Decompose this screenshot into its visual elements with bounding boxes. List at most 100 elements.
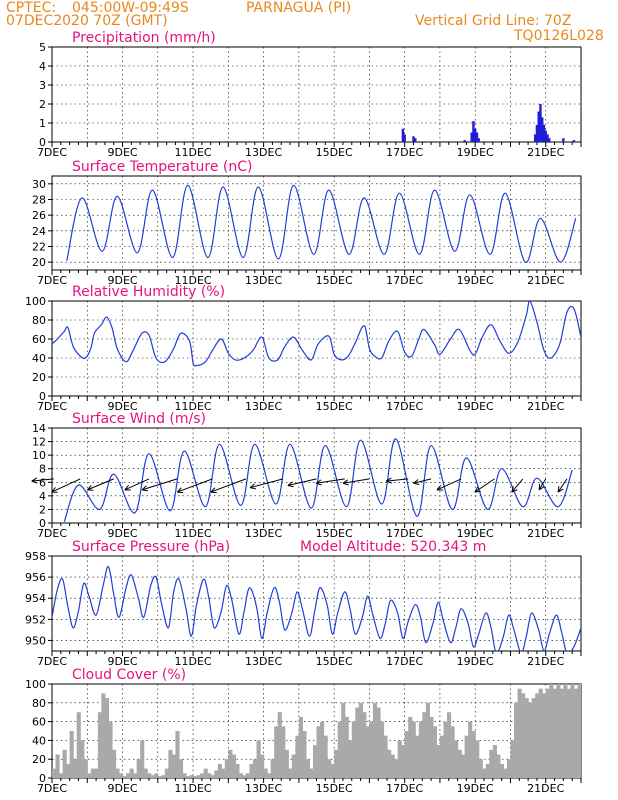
- precip-bar: [541, 117, 544, 142]
- wind-xtick-label: 21DEC: [527, 527, 564, 540]
- cloud-bar: [196, 775, 201, 778]
- rh-ytick-label: 60: [32, 333, 46, 346]
- cloud-bar: [253, 759, 258, 778]
- cloud-bar: [108, 721, 113, 778]
- cloud-bar: [238, 773, 244, 778]
- wind-arrow: [141, 478, 178, 492]
- press-ytick-label: 954: [25, 592, 46, 605]
- wind-ytick-label: 2: [39, 503, 46, 516]
- panel-press: 950 952 954 956 958 7DEC 9DEC 11DEC 13DEC 15DEC 17…: [25, 539, 582, 668]
- header-code: TQ0126L028: [514, 28, 604, 44]
- header-location: 045:00W-09:49S: [72, 0, 189, 16]
- cloud-bar: [178, 759, 184, 778]
- precip-xtick-label: 13DEC: [245, 146, 282, 159]
- cloud-bar: [235, 763, 240, 778]
- precip-xtick-label: 15DEC: [316, 146, 353, 159]
- wind-frame: [51, 427, 582, 524]
- temp-xtick-label: 11DEC: [175, 274, 212, 287]
- cloud-bar: [372, 702, 378, 778]
- cloud-bar: [323, 735, 328, 778]
- cloud-bar: [521, 693, 526, 778]
- precip-bar: [542, 124, 546, 142]
- cloud-bar: [59, 773, 64, 778]
- wind-ytick-label: 6: [39, 476, 46, 489]
- precip-bar: [539, 104, 542, 142]
- precip-ytick-label: 3: [39, 79, 46, 92]
- temp-xtick-label: 21DEC: [527, 274, 564, 287]
- cloud-bar: [73, 759, 78, 778]
- cloud-title: Cloud Cover (%): [72, 667, 186, 683]
- press-xtick-label: 21DEC: [527, 655, 564, 668]
- cloud-bar: [302, 731, 307, 778]
- precip-xtick-label: 7DEC: [37, 146, 67, 159]
- press-ytick-label: 958: [25, 550, 46, 563]
- precip-bar: [412, 136, 415, 142]
- cloud-bar: [408, 716, 413, 778]
- cloud-bar: [316, 726, 321, 778]
- cloud-bar: [281, 726, 286, 778]
- precip-bar: [537, 111, 540, 142]
- cloud-bar: [200, 773, 205, 778]
- cloud-bar: [418, 721, 423, 778]
- cloud-bar: [157, 776, 162, 778]
- temp-xtick-label: 13DEC: [245, 274, 282, 287]
- precip-bar: [533, 134, 537, 142]
- cloud-bar: [513, 702, 519, 778]
- temp-xtick-label: 19DEC: [457, 274, 494, 287]
- cloud-bar: [404, 731, 409, 778]
- temp-ytick-label: 28: [32, 194, 46, 207]
- temp-title: Surface Temperature (nC): [72, 159, 253, 175]
- wind-ytick-label: 8: [39, 463, 46, 476]
- cloud-bar: [436, 745, 441, 778]
- rh-ytick-label: 20: [32, 371, 46, 384]
- cloud-bar: [203, 768, 208, 778]
- cloud-xtick-label: 21DEC: [527, 782, 564, 795]
- cloud-bar: [573, 688, 579, 778]
- temp-series-line: [66, 184, 577, 263]
- cloud-bar: [320, 721, 325, 778]
- rh-ytick-label: 40: [32, 352, 46, 365]
- cloud-bar: [577, 684, 581, 778]
- rh-xtick-label: 7DEC: [37, 400, 67, 413]
- cloud-bar: [143, 768, 148, 778]
- wind-arrow: [51, 478, 81, 493]
- rh-ytick-label: 80: [32, 314, 46, 327]
- rh-ytick-label: 100: [25, 295, 46, 308]
- cloud-bar: [256, 740, 261, 778]
- cloud-xtick-label: 7DEC: [37, 782, 67, 795]
- temp-frame: [51, 175, 582, 271]
- cloud-bar: [119, 773, 124, 778]
- precip-ytick-label: 1: [39, 117, 46, 130]
- cloud-bar: [425, 702, 430, 778]
- cloud-bar: [429, 716, 434, 778]
- cloud-bar: [295, 735, 300, 778]
- panel-rh: 0 20 40 60 80 100 7DEC 9DEC 11DEC 13DEC 15DEC 17DEC…: [25, 284, 582, 413]
- cloud-bar: [186, 776, 191, 778]
- wind-xtick-label: 15DEC: [316, 527, 353, 540]
- wind-xtick-label: 13DEC: [245, 527, 282, 540]
- cloud-bar: [503, 768, 508, 778]
- wind-xtick-label: 19DEC: [457, 527, 494, 540]
- rh-xtick-label: 9DEC: [107, 400, 137, 413]
- rh-xtick-label: 21DEC: [527, 400, 564, 413]
- temp-ytick-label: 22: [32, 241, 46, 254]
- wind-arrow: [385, 477, 409, 484]
- wind-xtick-label: 9DEC: [107, 527, 137, 540]
- cloud-bar: [496, 754, 501, 778]
- cloud-bar: [274, 726, 279, 778]
- cloud-bar: [535, 693, 540, 778]
- cloud-bar: [450, 726, 455, 778]
- cloud-bar: [542, 693, 547, 778]
- wind-arrow: [124, 478, 150, 491]
- cloud-bar: [147, 773, 152, 778]
- cloud-bar: [87, 773, 92, 778]
- cloud-bar: [207, 773, 212, 778]
- cloud-bar: [411, 721, 416, 778]
- cloud-bar: [267, 773, 272, 778]
- cloud-xtick-label: 19DEC: [457, 782, 494, 795]
- cloud-bar: [556, 684, 561, 778]
- wind-arrow: [287, 478, 317, 488]
- wind-xtick-label: 11DEC: [175, 527, 212, 540]
- cloud-bar: [358, 702, 363, 778]
